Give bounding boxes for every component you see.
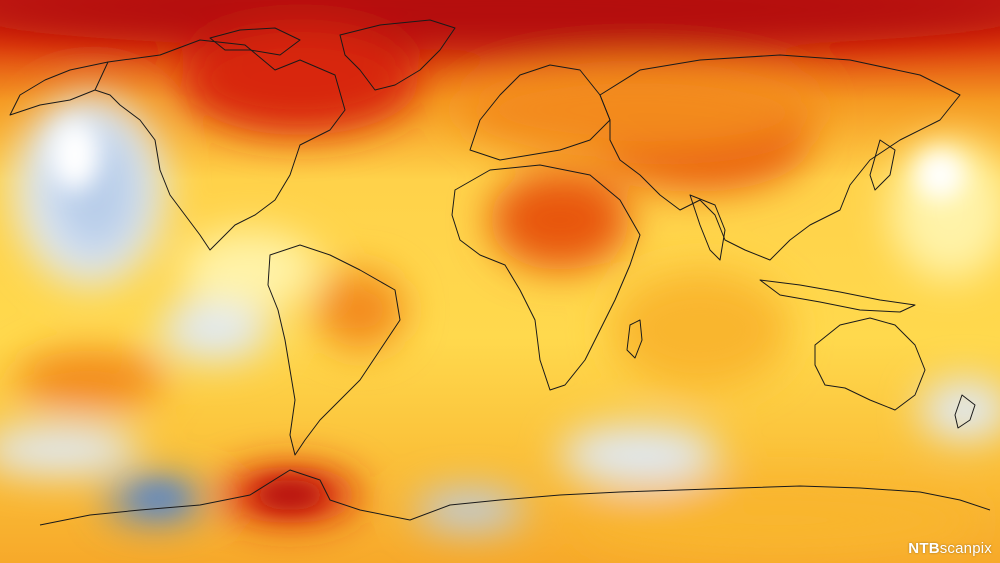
south-america-outline — [267, 244, 401, 456]
eurasia-orange-blob — [460, 65, 820, 155]
alaska-outline — [9, 61, 109, 116]
south-atlantic-pale — [560, 425, 720, 485]
madagascar-outline — [626, 319, 643, 359]
weddell-pale — [415, 490, 525, 530]
antarctica-east-orange — [580, 485, 980, 555]
arctic-islands-outline — [209, 27, 301, 56]
central-pacific-pale — [180, 230, 320, 310]
east-pacific-pale — [160, 300, 270, 360]
indonesia-outline — [759, 279, 916, 313]
coastline-outlines — [9, 19, 991, 526]
south-america-orange-blob — [315, 270, 405, 350]
canada-red-blob — [180, 25, 420, 135]
credit-sub: scanpix — [939, 540, 992, 557]
ntb-scanpix-watermark: NTBscanpix — [908, 540, 992, 557]
sahara-orange-blob — [490, 170, 630, 270]
india-outline — [689, 194, 726, 261]
north-pacific-white — [50, 120, 100, 190]
ross-sea-deep-blue — [135, 488, 185, 508]
japan-outline — [869, 139, 896, 191]
credit-brand: NTB — [908, 540, 940, 557]
africa-outline — [451, 164, 641, 391]
asia-outline — [599, 54, 961, 261]
heat-blobs-sharp — [50, 120, 965, 510]
south-pacific-orange-blob — [15, 350, 165, 410]
peninsula-deep-red — [255, 480, 325, 510]
west-pacific-white — [915, 150, 965, 200]
antarctica-outline — [39, 469, 991, 526]
indian-ocean-orange-blob — [610, 270, 790, 390]
new-zealand-pale — [920, 380, 1000, 440]
australia-outline — [814, 317, 926, 411]
new-zealand-outline — [954, 394, 976, 429]
greenland-outline — [339, 19, 456, 91]
north-america-outline — [94, 39, 346, 251]
southern-ocean-pale-west — [0, 425, 140, 475]
